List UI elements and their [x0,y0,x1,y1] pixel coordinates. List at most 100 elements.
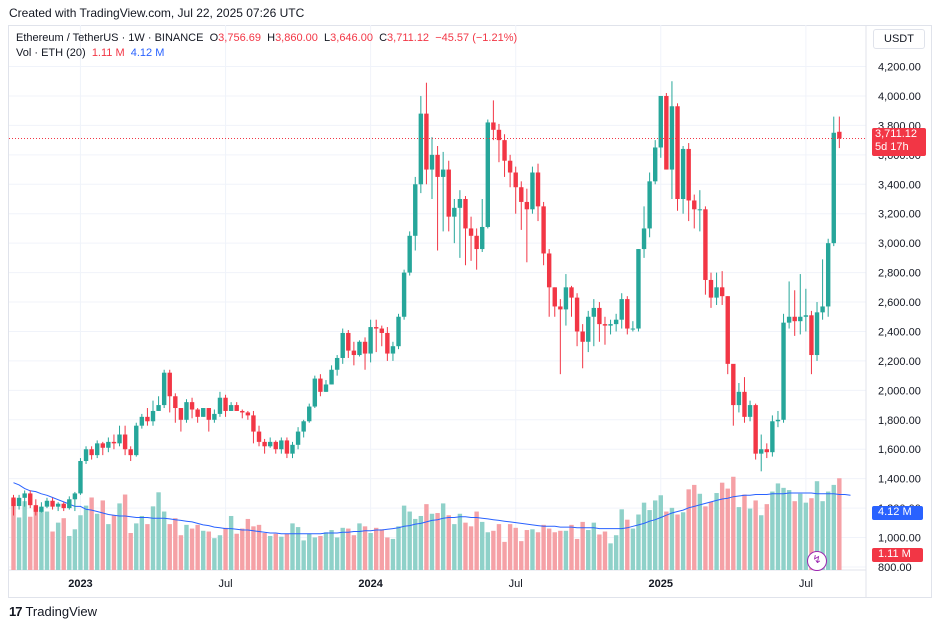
candle-body[interactable] [251,415,256,432]
candle-body[interactable] [703,209,708,280]
candle-body[interactable] [401,272,407,317]
candle-body[interactable] [83,449,89,462]
candle-body[interactable] [368,327,373,354]
candle-body[interactable] [195,409,200,417]
candle-body[interactable] [837,131,842,139]
candle-body[interactable] [452,207,457,217]
candle-body[interactable] [747,405,753,417]
candle-body[interactable] [658,95,663,148]
candle-body[interactable] [228,405,234,411]
candle-body[interactable] [507,160,513,173]
candle-body[interactable] [22,493,27,498]
candle-body[interactable] [145,416,150,422]
candle-body[interactable] [39,506,44,512]
candle-body[interactable] [55,503,61,507]
candle-body[interactable] [708,279,714,298]
candle-body[interactable] [189,402,195,410]
candle-body[interactable] [524,201,530,210]
candle-body[interactable] [262,441,267,447]
candle-body[interactable] [346,332,351,351]
candle-body[interactable] [580,331,585,342]
candle-body[interactable] [396,316,401,347]
candle-body[interactable] [201,408,206,417]
candle-body[interactable] [742,391,747,417]
candle-body[interactable] [385,332,390,354]
candle-body[interactable] [558,306,563,310]
candle-body[interactable] [234,405,239,411]
candle-body[interactable] [61,503,66,509]
candle-body[interactable] [613,319,619,325]
candle-body[interactable] [781,322,786,420]
candle-body[interactable] [719,287,725,297]
candle-body[interactable] [608,324,613,326]
candle-body[interactable] [446,169,451,217]
candle-body[interactable] [602,324,608,326]
candle-body[interactable] [440,169,446,177]
candle-body[interactable] [591,307,597,317]
candle-body[interactable] [692,200,697,210]
candle-body[interactable] [535,172,541,207]
candle-body[interactable] [786,316,792,323]
candle-body[interactable] [161,372,167,406]
candle-body[interactable] [496,129,502,141]
candle-body[interactable] [457,199,463,208]
candle-body[interactable] [312,378,318,407]
candle-body[interactable] [798,316,803,322]
candle-body[interactable] [139,416,145,426]
candle-body[interactable] [318,378,323,392]
candle-body[interactable] [351,350,357,356]
candle-body[interactable] [468,228,474,236]
candle-body[interactable] [206,408,211,420]
candle-body[interactable] [223,397,228,411]
candle-body[interactable] [647,181,652,229]
candle-body[interactable] [212,413,217,420]
candle-body[interactable] [11,497,16,507]
candle-body[interactable] [240,410,245,413]
candle-body[interactable] [530,172,535,210]
candle-body[interactable] [245,412,251,416]
candle-body[interactable] [574,297,580,332]
candle-body[interactable] [502,140,507,161]
candle-body[interactable] [664,95,669,170]
candle-body[interactable] [100,443,105,448]
candle-body[interactable] [150,410,156,422]
candle-body[interactable] [485,122,490,227]
candle-body[interactable] [279,440,284,450]
candle-body[interactable] [753,405,758,454]
candle-body[interactable] [307,406,312,422]
candle-body[interactable] [714,287,719,298]
candle-body[interactable] [323,384,329,392]
candle-body[interactable] [686,148,691,201]
candle-body[interactable] [792,316,797,322]
candle-body[interactable] [390,346,396,354]
candle-body[interactable] [775,419,781,422]
candle-body[interactable] [653,147,658,182]
candle-body[interactable] [184,402,189,420]
candle-body[interactable] [669,106,675,170]
volume-indicator-label[interactable]: Vol · ETH (20) [16,47,86,59]
candle-body[interactable] [67,499,72,509]
candle-body[interactable] [541,206,546,254]
candle-body[interactable] [173,396,178,409]
candle-body[interactable] [825,243,831,307]
candle-body[interactable] [491,122,496,130]
candle-body[interactable] [111,441,117,444]
candle-body[interactable] [295,431,301,445]
candle-body[interactable] [28,493,33,506]
candle-body[interactable] [134,425,139,456]
candle-body[interactable] [217,397,223,414]
candle-body[interactable] [625,299,630,329]
candle-body[interactable] [329,369,334,385]
candle-body[interactable] [641,228,647,250]
candle-body[interactable] [256,431,262,442]
candle-body[interactable] [680,148,686,199]
candle-body[interactable] [290,444,295,454]
candle-body[interactable] [301,421,306,432]
chart-frame[interactable] [8,25,932,598]
candle-body[interactable] [16,497,22,507]
candle-body[interactable] [167,372,172,397]
candle-body[interactable] [33,505,39,512]
candle-body[interactable] [831,132,836,244]
candle-body[interactable] [72,493,78,500]
candle-body[interactable] [156,405,161,411]
